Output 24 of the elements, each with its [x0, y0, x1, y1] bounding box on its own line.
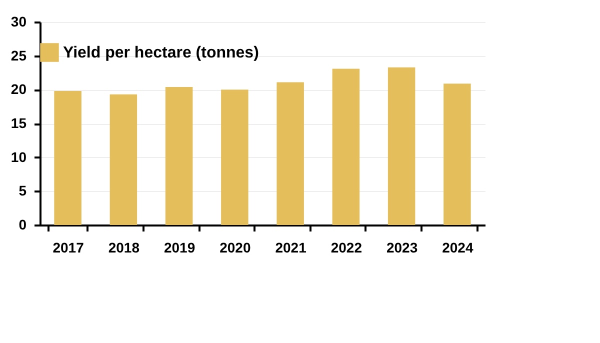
x-tick-label: 2019 — [164, 240, 196, 256]
y-tick-label: 10 — [10, 148, 27, 165]
x-tick-label: 2020 — [220, 240, 251, 256]
x-tick-label: 2024 — [442, 240, 474, 256]
y-tick-label: 25 — [10, 47, 27, 64]
bar — [165, 86, 193, 225]
bar — [54, 91, 82, 225]
x-tick-label: 2023 — [386, 240, 418, 256]
y-tick-label: 15 — [10, 115, 27, 131]
bar — [444, 84, 471, 225]
bar — [388, 67, 416, 225]
bar — [332, 68, 360, 225]
y-tick-label: 0 — [18, 216, 27, 232]
bar — [110, 94, 138, 225]
bar — [221, 90, 248, 225]
x-tick-label: 2018 — [108, 240, 140, 256]
bar — [276, 82, 304, 225]
y-tick-label: 30 — [10, 14, 27, 30]
y-tick-label: 20 — [10, 81, 27, 98]
y-tick-label: 5 — [18, 182, 27, 199]
x-tick-label: 2017 — [52, 240, 84, 256]
x-tick-label: 2022 — [330, 240, 362, 256]
legend-label: Yield per hectare (tonnes) — [63, 44, 259, 62]
x-tick-label: 2021 — [275, 240, 307, 256]
